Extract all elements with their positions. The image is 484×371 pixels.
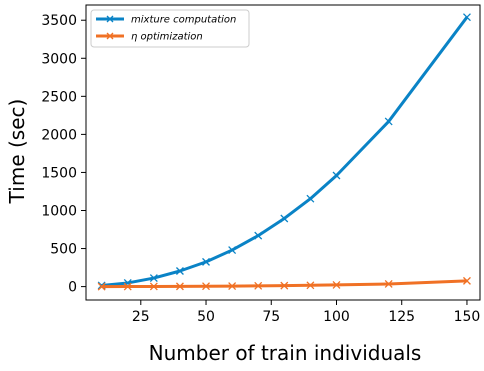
data-point (202, 282, 210, 291)
legend-box (90, 9, 250, 48)
x-tick-label: 75 (262, 309, 280, 325)
y-tick-label: 1000 (41, 203, 77, 219)
y-tick-label: 0 (68, 280, 77, 296)
axes-frame (85, 4, 481, 301)
data-point (384, 117, 393, 126)
data-point (202, 257, 210, 266)
data-point (462, 13, 471, 22)
data-point (175, 282, 184, 291)
x-tick-label: 125 (388, 309, 415, 325)
x-tick-label: 150 (454, 309, 481, 325)
data-point (332, 171, 341, 180)
x-tick-label: 100 (323, 309, 350, 325)
data-point (228, 246, 237, 255)
data-point (149, 282, 158, 291)
y-tick-label: 3000 (41, 51, 77, 67)
data-point (149, 274, 158, 283)
y-tick-label: 500 (50, 242, 77, 258)
x-tick-label: 25 (132, 309, 150, 325)
data-point (254, 281, 263, 290)
legend-label: η optimization (131, 32, 203, 43)
data-point (228, 282, 237, 291)
legend: mixture computation η optimization (90, 9, 250, 48)
data-point (123, 282, 132, 291)
data-point (332, 280, 341, 289)
data-point (175, 267, 184, 275)
y-axis-title: Time (sec) (5, 99, 29, 205)
legend-item: η optimization (96, 32, 203, 43)
y-tick-label: 3500 (41, 13, 77, 29)
y-tick-label: 2500 (41, 89, 77, 105)
x-tick-label: 50 (197, 309, 215, 325)
data-point (384, 279, 393, 288)
series-line-2 (101, 279, 468, 289)
legend-label: mixture computation (131, 15, 236, 26)
legend-item: mixture computation (96, 15, 236, 26)
series-line-1 (101, 16, 469, 287)
y-tick-label: 2000 (41, 127, 77, 143)
data-point (280, 214, 289, 223)
data-point (97, 282, 106, 291)
y-tick-label: 1500 (41, 165, 77, 181)
axes: 25 50 75 100 125 1500500100015002000250030003… (41, 4, 481, 325)
data-point (462, 276, 471, 285)
plot-area (97, 13, 471, 291)
data-point (280, 281, 289, 290)
x-axis-title: Number of train individuals (149, 341, 422, 365)
data-point (306, 194, 315, 203)
data-point (254, 231, 263, 240)
data-point (306, 281, 315, 290)
